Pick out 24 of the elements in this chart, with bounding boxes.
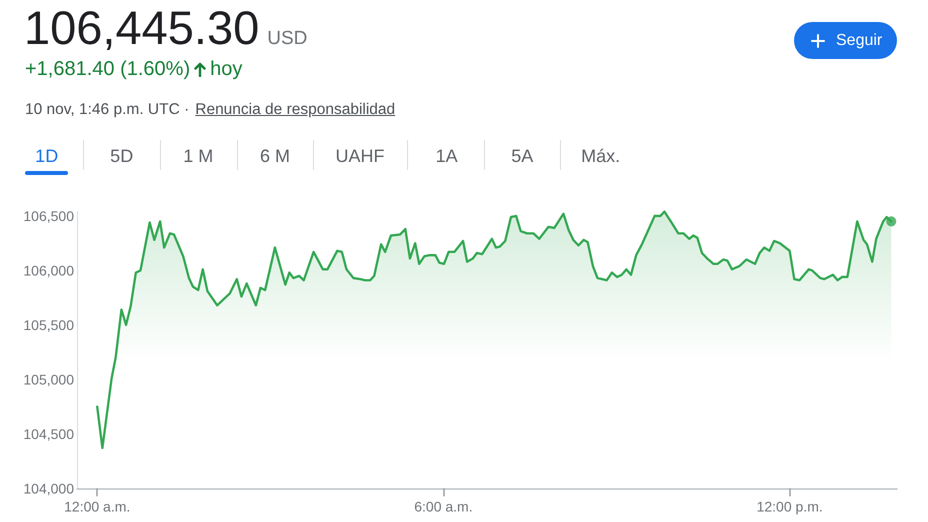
y-tick-label: 105,000	[23, 371, 74, 388]
pill-button: Seguir	[794, 22, 897, 59]
x-tick-label: 12:00 p.m.	[756, 498, 823, 514]
text: hoy	[210, 58, 242, 80]
chart-title: 106,445.30	[24, 1, 260, 54]
text: 1D	[35, 146, 58, 166]
text: 1 M	[183, 146, 214, 166]
chart-subtitle: +1,681.40 (1.60%)	[25, 58, 190, 80]
text: 6 M	[260, 146, 290, 166]
text: 5A	[511, 146, 534, 166]
text: 1A	[436, 146, 458, 166]
x-tick-label: 6:00 a.m.	[414, 498, 473, 514]
text: Renuncia de responsabilidad	[195, 101, 396, 118]
y-tick-label: 106,000	[23, 262, 74, 278]
text: 5D	[110, 146, 134, 166]
text: 10 nov, 1:46 p.m. UTC ·	[25, 101, 190, 118]
text: Máx.	[581, 146, 620, 166]
y-tick-label: 104,500	[23, 426, 74, 442]
text: UAHF	[336, 146, 384, 166]
x-tick-label: 12:00 a.m.	[64, 498, 130, 514]
y-tick-label: 106,500	[23, 208, 74, 224]
y-tick-label: 105,500	[23, 316, 74, 333]
text: USD	[267, 28, 308, 49]
y-tick-label: 104,000	[23, 480, 74, 496]
